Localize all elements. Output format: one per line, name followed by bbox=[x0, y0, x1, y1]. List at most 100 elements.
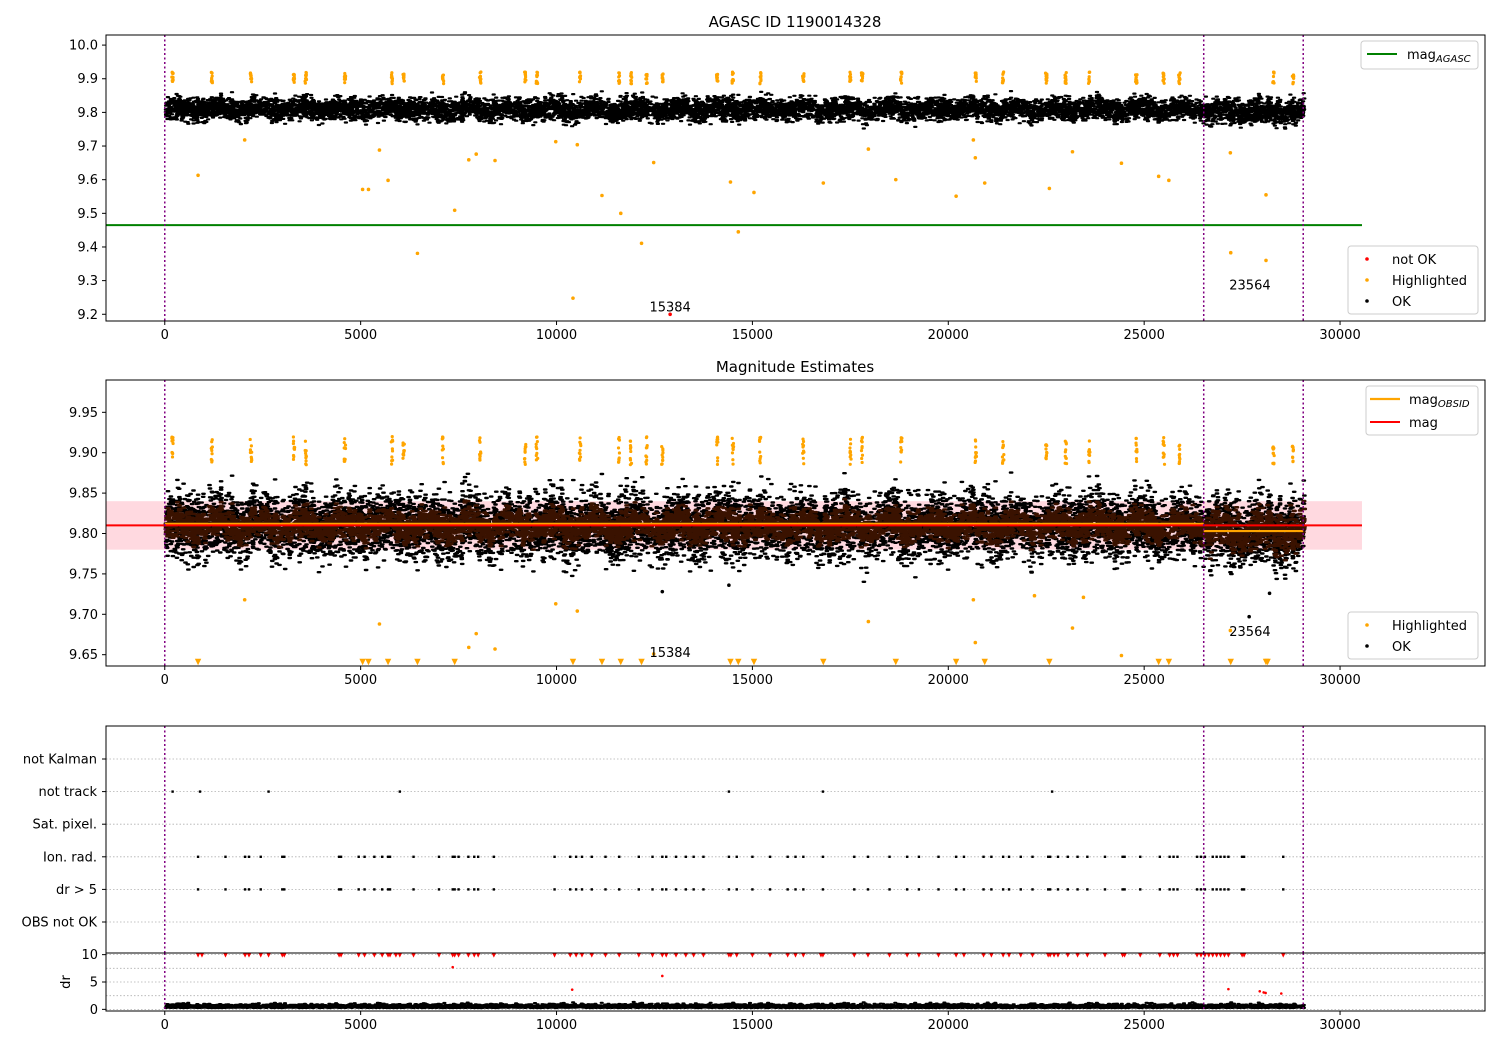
clipped-marker bbox=[365, 658, 372, 666]
highlighted-point bbox=[170, 450, 174, 455]
highlighted-point bbox=[1291, 80, 1295, 85]
highlighted-point bbox=[1134, 75, 1138, 79]
flag-marker bbox=[1103, 855, 1107, 858]
highlighted-point bbox=[730, 72, 735, 76]
dr-clipped-marker bbox=[199, 952, 205, 958]
highlighted-point bbox=[1177, 455, 1182, 460]
flag-marker bbox=[451, 855, 454, 858]
highlighted-point bbox=[390, 449, 395, 453]
highlighted-point bbox=[578, 448, 582, 452]
flag-marker bbox=[1066, 888, 1069, 891]
highlighted-point bbox=[1177, 81, 1182, 86]
highlighted-point bbox=[535, 80, 539, 84]
dr-clipped-marker bbox=[1000, 952, 1006, 958]
highlighted-point bbox=[1291, 73, 1296, 77]
highlighted-point bbox=[390, 79, 394, 83]
flag-marker bbox=[569, 855, 572, 858]
highlighted-point bbox=[731, 462, 735, 466]
flag-marker bbox=[1158, 855, 1162, 858]
dr-clipped-marker bbox=[1102, 952, 1108, 958]
flag-marker bbox=[962, 888, 966, 891]
clipped-marker bbox=[952, 658, 960, 666]
highlighted-point bbox=[209, 70, 213, 75]
highlighted-point bbox=[900, 70, 904, 74]
flag-label: not Kalman bbox=[23, 753, 97, 768]
highlighted-point bbox=[848, 462, 852, 466]
highlighted-point bbox=[292, 454, 296, 459]
dr-clipped-marker bbox=[767, 952, 773, 958]
highlighted-point bbox=[1087, 77, 1091, 81]
panel2-plot-area: 15384 23564 bbox=[106, 380, 1362, 666]
highlighted-point bbox=[645, 444, 649, 448]
flag-marker bbox=[196, 888, 200, 891]
highlighted-point bbox=[866, 619, 871, 624]
flag-marker bbox=[1076, 855, 1079, 858]
dr-clipped-marker bbox=[793, 952, 798, 958]
flag-marker bbox=[692, 888, 695, 891]
dr-clipped-marker bbox=[650, 952, 655, 958]
flag-marker bbox=[1046, 855, 1050, 858]
flag-marker bbox=[1219, 888, 1222, 891]
highlighted-point bbox=[1044, 81, 1048, 85]
highlighted-point bbox=[1002, 458, 1006, 462]
dr-clipped-marker bbox=[411, 952, 416, 958]
highlighted-point bbox=[1271, 70, 1276, 74]
legend-subscript: OBSID bbox=[1438, 399, 1470, 410]
dr-clipped-marker bbox=[659, 952, 665, 958]
flag-label: not track bbox=[38, 785, 97, 800]
highlighted-point bbox=[401, 456, 405, 460]
highlighted-point bbox=[1156, 174, 1161, 179]
y-tick-label: 10 bbox=[81, 948, 98, 963]
clipped-marker bbox=[981, 658, 988, 666]
dr-points bbox=[163, 1000, 1306, 1010]
dr-clipped-marker bbox=[195, 952, 201, 958]
highlighted-point bbox=[859, 439, 864, 443]
highlighted-point bbox=[616, 446, 621, 450]
flag-marker bbox=[1007, 855, 1011, 858]
x-tick-label: 30000 bbox=[1319, 673, 1360, 688]
highlighted-point bbox=[848, 437, 853, 441]
flag-marker bbox=[1199, 855, 1203, 858]
dr-clipped-marker bbox=[800, 952, 806, 958]
highlighted-point bbox=[617, 456, 621, 460]
highlighted-point bbox=[579, 444, 583, 448]
highlighted-point bbox=[415, 251, 420, 256]
flag-marker bbox=[283, 855, 286, 858]
y-tick-label: 9.6 bbox=[77, 173, 98, 188]
flag-marker bbox=[580, 855, 584, 858]
highlighted-point bbox=[716, 456, 720, 460]
highlighted-point bbox=[1162, 462, 1167, 466]
x-tick-label: 10000 bbox=[536, 1018, 577, 1033]
dr-clipped-marker bbox=[573, 952, 579, 958]
flag-marker bbox=[954, 888, 958, 891]
dr-clipped-marker bbox=[616, 952, 622, 958]
dr-clipped-marker bbox=[1222, 952, 1227, 958]
highlighted-point bbox=[759, 71, 763, 75]
dr-clipped-marker bbox=[1006, 952, 1012, 958]
highlighted-point bbox=[617, 71, 621, 75]
dr-clipped-marker bbox=[1210, 952, 1216, 958]
highlighted-point bbox=[973, 640, 978, 645]
flag-marker bbox=[937, 855, 940, 858]
highlighted-point bbox=[478, 450, 483, 454]
highlighted-point bbox=[1134, 449, 1138, 453]
flag-marker bbox=[363, 855, 366, 858]
flag-marker bbox=[651, 888, 654, 891]
highlighted-point bbox=[466, 158, 471, 162]
highlighted-point bbox=[401, 453, 406, 457]
dr-clipped-marker bbox=[465, 952, 471, 958]
flag-marker bbox=[1139, 888, 1142, 891]
clipped-marker bbox=[1046, 658, 1053, 666]
highlighted-point bbox=[210, 438, 214, 442]
axes-frame bbox=[105, 952, 1486, 1012]
highlighted-point bbox=[644, 460, 648, 464]
x-tick-label: 15000 bbox=[732, 673, 773, 688]
flag-marker bbox=[661, 855, 664, 858]
clipped-marker bbox=[194, 658, 202, 666]
highlighted-point bbox=[973, 459, 978, 463]
dr-clipped-marker bbox=[904, 952, 910, 958]
highlighted-point bbox=[535, 439, 539, 444]
x-tick-label: 15000 bbox=[732, 328, 773, 343]
highlighted-point bbox=[715, 459, 720, 463]
flag-marker bbox=[1215, 888, 1218, 891]
